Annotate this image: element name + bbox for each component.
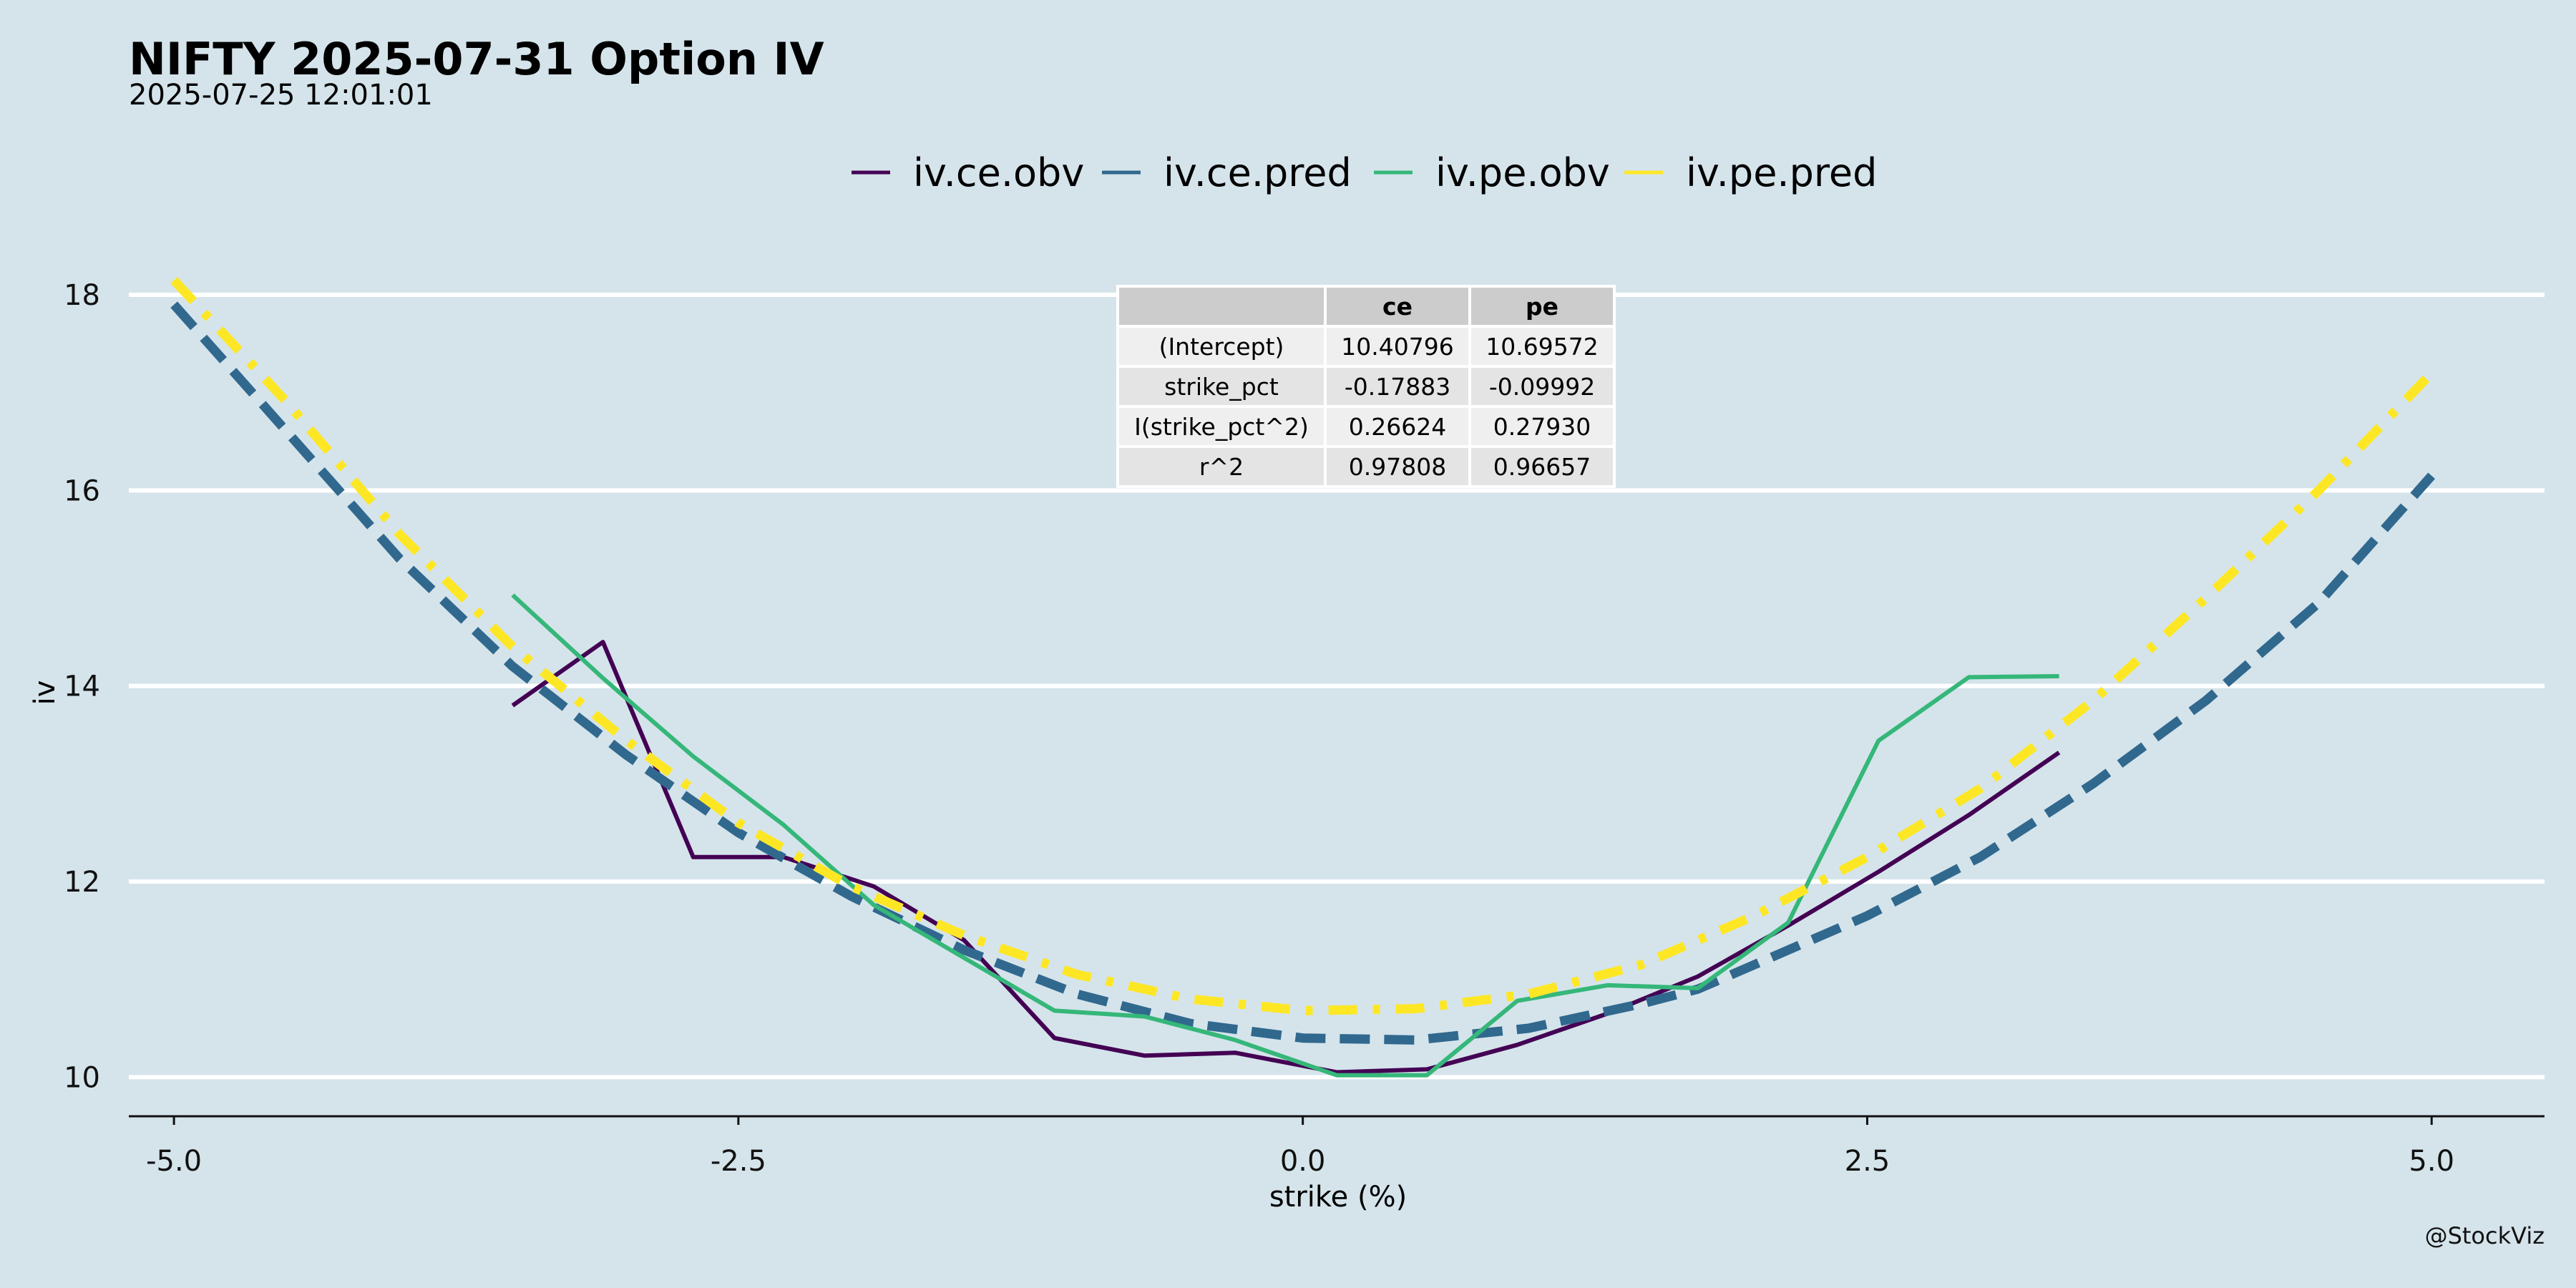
series-line-iv-pe-pred: [170, 277, 2435, 1015]
legend: iv.ce.obv iv.ce.pred iv.pe.obv iv.pe.pred: [852, 150, 1877, 195]
table-cell-text: 0.97808: [1349, 453, 1446, 481]
series-line-iv-ce-pred: [170, 301, 2436, 1045]
table-cell-text: 0.27930: [1493, 413, 1591, 441]
x-tick-label: -5.0: [146, 1145, 202, 1178]
legend-label: iv.pe.pred: [1686, 150, 1877, 195]
x-tick-label: 5.0: [2409, 1145, 2454, 1178]
legend-label: iv.pe.obv: [1435, 150, 1610, 195]
table-cell-text: strike_pct: [1164, 373, 1279, 401]
y-tick-label: 18: [64, 279, 100, 312]
y-tick-label: 16: [64, 474, 100, 507]
table-cell-text: -0.09992: [1489, 373, 1595, 401]
table-cell-text: 10.69572: [1485, 333, 1598, 361]
table-cell: [1116, 405, 1327, 448]
table-cell-text: 10.40796: [1341, 333, 1453, 361]
table-header-text: ce: [1382, 293, 1413, 321]
y-tick-label: 14: [64, 670, 100, 703]
y-axis-title: iv: [29, 680, 62, 706]
y-tick-label: 12: [64, 866, 100, 899]
axes: 10 12 14 16 18 -5.0 -2.5 0.0 2.5 5.0: [64, 279, 2545, 1178]
chart-subtitle: 2025-07-25 12:01:01: [129, 79, 433, 112]
table-cell-text: (Intercept): [1159, 333, 1284, 361]
table-cell-text: 0.96657: [1493, 453, 1591, 481]
legend-label: iv.ce.obv: [913, 150, 1084, 195]
table-cell: [1468, 325, 1616, 368]
chart-title: NIFTY 2025-07-31 Option IV: [129, 33, 824, 85]
table-cell-text: r^2: [1199, 453, 1244, 481]
x-axis-title: strike (%): [1269, 1181, 1407, 1214]
table-cell: [1468, 445, 1616, 488]
table-cell: [1324, 285, 1471, 328]
table-cell: [1116, 325, 1327, 368]
table-cell: [1116, 365, 1327, 408]
table-cell-text: I(strike_pct^2): [1134, 413, 1309, 441]
table-cell: [1468, 365, 1616, 408]
caption: @StockViz: [2425, 1222, 2545, 1249]
table-cell: [1468, 405, 1616, 448]
y-tick-label: 10: [64, 1061, 100, 1094]
table-cell: [1116, 445, 1327, 488]
x-tick-label: 0.0: [1280, 1145, 1326, 1178]
table-cell-text: -0.17883: [1345, 373, 1450, 401]
coefficient-table: ce pe (Intercept) 10.40796 10.69572 strike_pc…: [1116, 285, 1616, 488]
series-line-iv-ce-obv: [511, 640, 2061, 1075]
table-cell: [1116, 285, 1327, 328]
table-header-text: pe: [1526, 293, 1558, 321]
x-tick-label: 2.5: [1845, 1145, 1890, 1178]
table-cell-text: 0.26624: [1349, 413, 1446, 441]
x-tick-label: -2.5: [711, 1145, 766, 1178]
legend-label: iv.ce.pred: [1163, 150, 1352, 195]
series-layer: [170, 277, 2436, 1078]
